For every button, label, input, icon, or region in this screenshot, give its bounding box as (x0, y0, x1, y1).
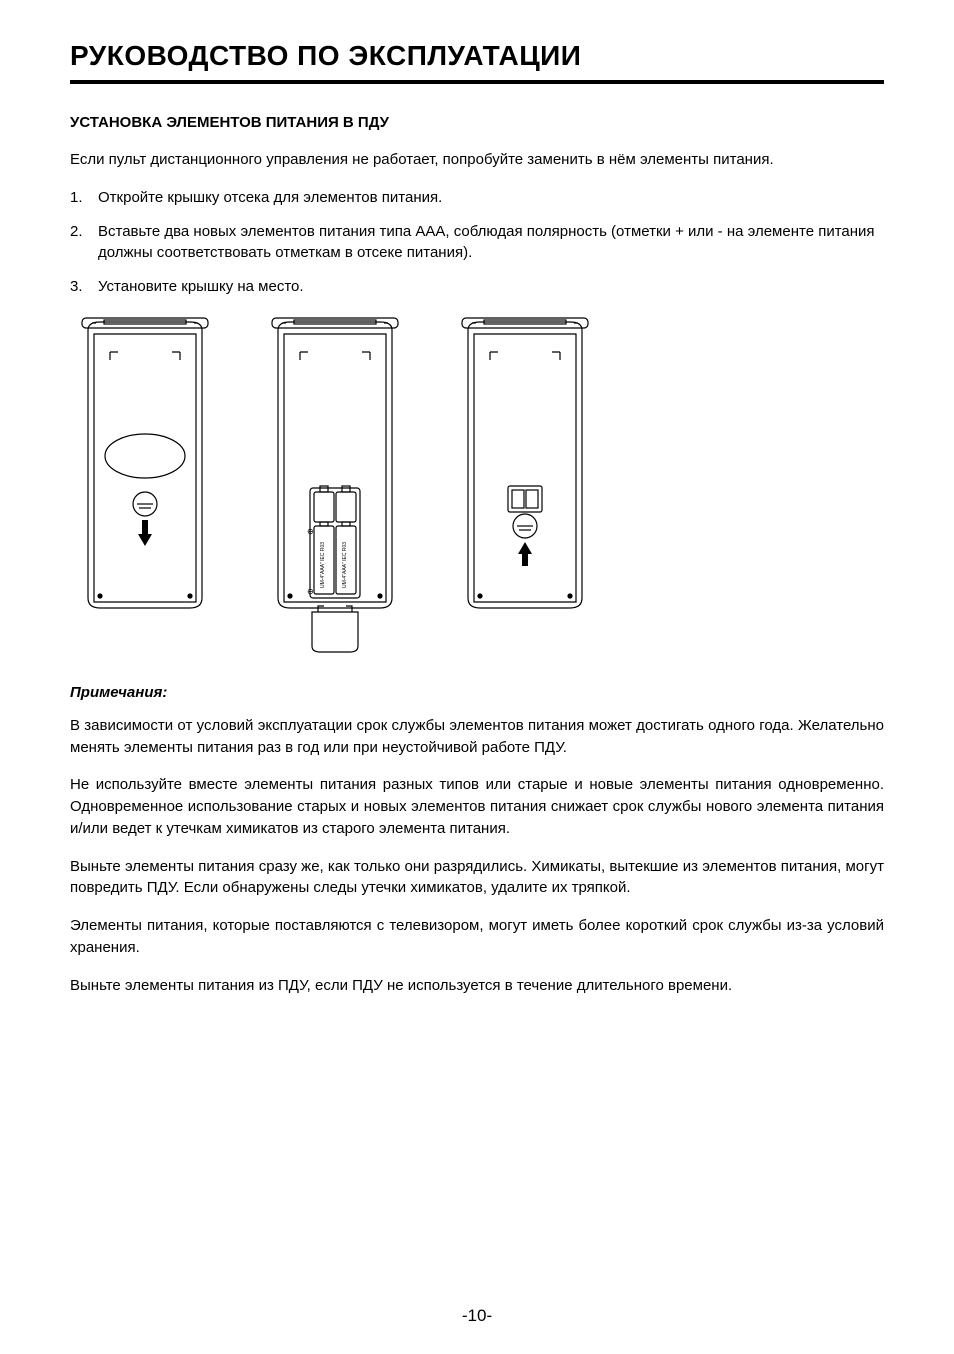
remote-diagram-1 (70, 316, 220, 626)
svg-text:⊖: ⊖ (307, 587, 314, 596)
title-rule (70, 80, 884, 84)
notes-heading: Примечания: (70, 684, 884, 701)
list-item: 1. Откройте крышку отсека для элементов … (70, 187, 884, 209)
main-title: РУКОВОДСТВО ПО ЭКСПЛУАТАЦИИ (70, 40, 884, 72)
list-number: 3. (70, 276, 98, 298)
list-item: 3. Установите крышку на место. (70, 276, 884, 298)
list-number: 1. (70, 187, 98, 209)
note-paragraph: Выньте элементы питания из ПДУ, если ПДУ… (70, 975, 884, 997)
note-paragraph: В зависимости от условий эксплуатации ср… (70, 715, 884, 759)
list-text: Откройте крышку отсека для элементов пит… (98, 187, 884, 209)
list-item: 2. Вставьте два новых элементов питания … (70, 221, 884, 265)
svg-text:UM-4"AAA" IEC R03: UM-4"AAA" IEC R03 (342, 541, 348, 587)
steps-list: 1. Откройте крышку отсека для элементов … (70, 187, 884, 298)
note-paragraph: Выньте элементы питания сразу же, как то… (70, 856, 884, 900)
list-number: 2. (70, 221, 98, 265)
remote-diagrams: ⊕ ⊖ UM-4"AAA" IEC R03 UM-4"AAA" IEC R03 (70, 316, 884, 656)
page-number: -10- (0, 1306, 954, 1326)
remote-diagram-3 (450, 316, 600, 626)
remote-diagram-2: ⊕ ⊖ UM-4"AAA" IEC R03 UM-4"AAA" IEC R03 (260, 316, 410, 656)
intro-paragraph: Если пульт дистанционного управления не … (70, 149, 884, 171)
page: РУКОВОДСТВО ПО ЭКСПЛУАТАЦИИ УСТАНОВКА ЭЛ… (0, 0, 954, 1354)
list-text: Установите крышку на место. (98, 276, 884, 298)
svg-text:UM-4"AAA" IEC R03: UM-4"AAA" IEC R03 (320, 541, 326, 587)
section-heading: УСТАНОВКА ЭЛЕМЕНТОВ ПИТАНИЯ В ПДУ (70, 114, 884, 131)
note-paragraph: Не используйте вместе элементы питания р… (70, 774, 884, 839)
list-text: Вставьте два новых элементов питания тип… (98, 221, 884, 265)
svg-text:⊕: ⊕ (307, 527, 314, 536)
note-paragraph: Элементы питания, которые поставляются с… (70, 915, 884, 959)
